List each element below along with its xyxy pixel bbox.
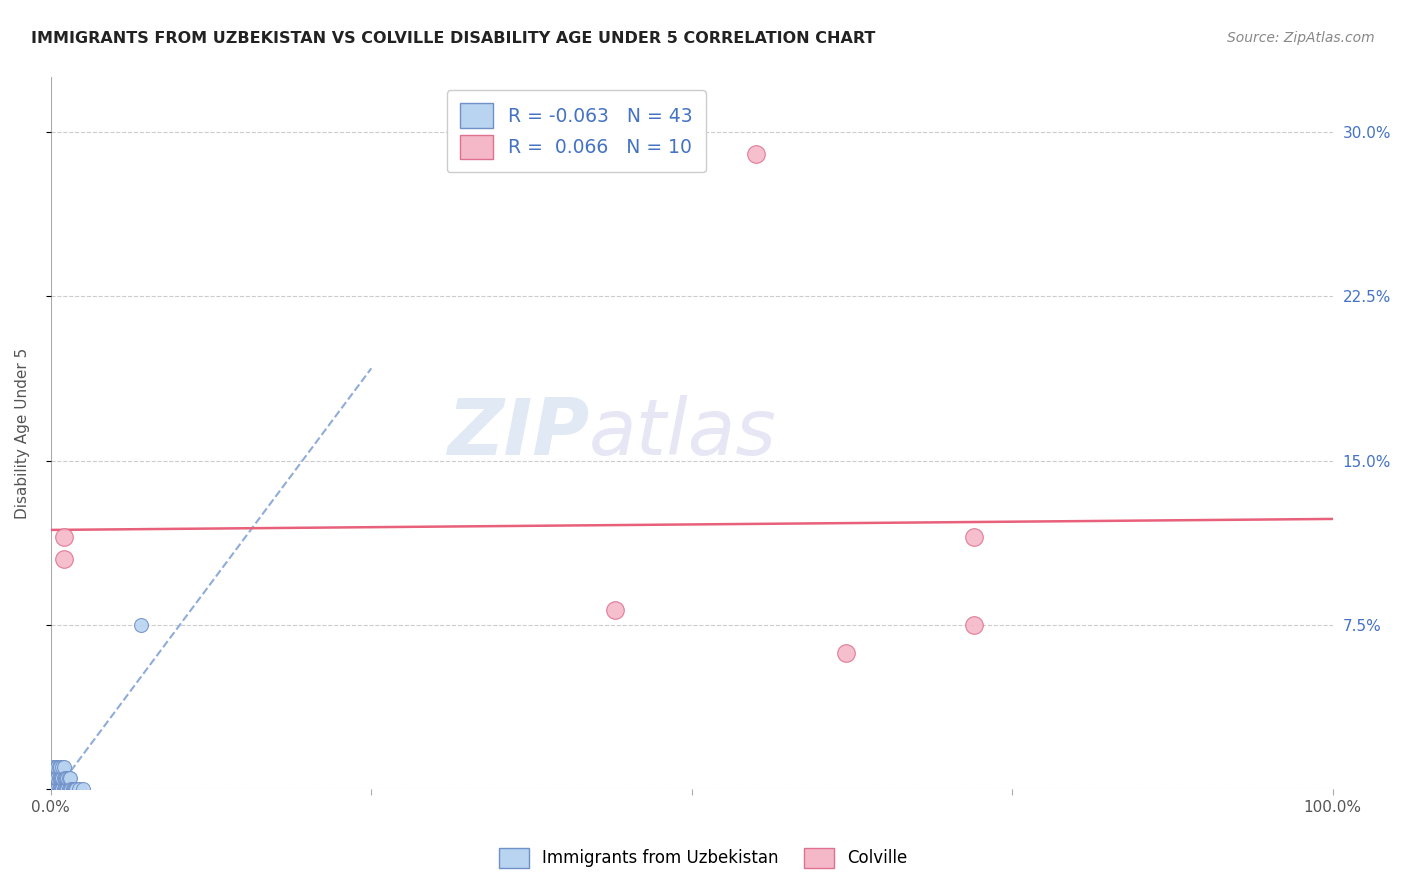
Point <box>52 771 75 785</box>
Point <box>53 782 76 797</box>
Point <box>45 782 67 797</box>
Y-axis label: Disability Age Under 5: Disability Age Under 5 <box>15 348 30 519</box>
Text: IMMIGRANTS FROM UZBEKISTAN VS COLVILLE DISABILITY AGE UNDER 5 CORRELATION CHART: IMMIGRANTS FROM UZBEKISTAN VS COLVILLE D… <box>31 31 876 46</box>
Text: Source: ZipAtlas.com: Source: ZipAtlas.com <box>1227 31 1375 45</box>
Point <box>963 530 986 544</box>
Point <box>603 602 626 616</box>
Point <box>56 782 79 797</box>
Point <box>60 782 83 797</box>
Point <box>63 782 86 797</box>
Point <box>48 760 70 774</box>
Point <box>51 760 73 774</box>
Point <box>52 782 75 797</box>
Legend: R = -0.063   N = 43, R =  0.066   N = 10: R = -0.063 N = 43, R = 0.066 N = 10 <box>447 90 706 172</box>
Text: ZIP: ZIP <box>447 395 589 471</box>
Legend: Immigrants from Uzbekistan, Colville: Immigrants from Uzbekistan, Colville <box>492 841 914 875</box>
Point <box>65 782 87 797</box>
Point <box>52 530 75 544</box>
Point <box>45 760 67 774</box>
Point <box>49 771 72 785</box>
Point <box>745 147 768 161</box>
Point <box>58 771 80 785</box>
Point <box>46 782 69 797</box>
Point <box>55 771 77 785</box>
Point <box>52 760 75 774</box>
Point <box>49 782 72 797</box>
Point <box>62 782 84 797</box>
Point <box>42 771 65 785</box>
Point <box>44 771 66 785</box>
Point <box>52 552 75 566</box>
Point <box>63 782 86 797</box>
Point <box>129 618 152 632</box>
Point <box>834 646 856 660</box>
Text: atlas: atlas <box>589 395 778 471</box>
Point <box>55 782 77 797</box>
Point <box>42 782 65 797</box>
Point <box>53 771 76 785</box>
Point <box>49 760 72 774</box>
Point <box>42 760 65 774</box>
Point <box>44 782 66 797</box>
Point <box>58 782 80 797</box>
Point <box>46 760 69 774</box>
Point <box>51 771 73 785</box>
Point <box>48 771 70 785</box>
Point <box>56 771 79 785</box>
Point <box>59 782 82 797</box>
Point <box>48 782 70 797</box>
Point <box>51 782 73 797</box>
Point <box>59 771 82 785</box>
Point <box>46 771 69 785</box>
Point <box>49 782 72 797</box>
Point <box>963 618 986 632</box>
Point <box>72 782 94 797</box>
Point <box>49 771 72 785</box>
Point <box>67 782 90 797</box>
Point <box>45 771 67 785</box>
